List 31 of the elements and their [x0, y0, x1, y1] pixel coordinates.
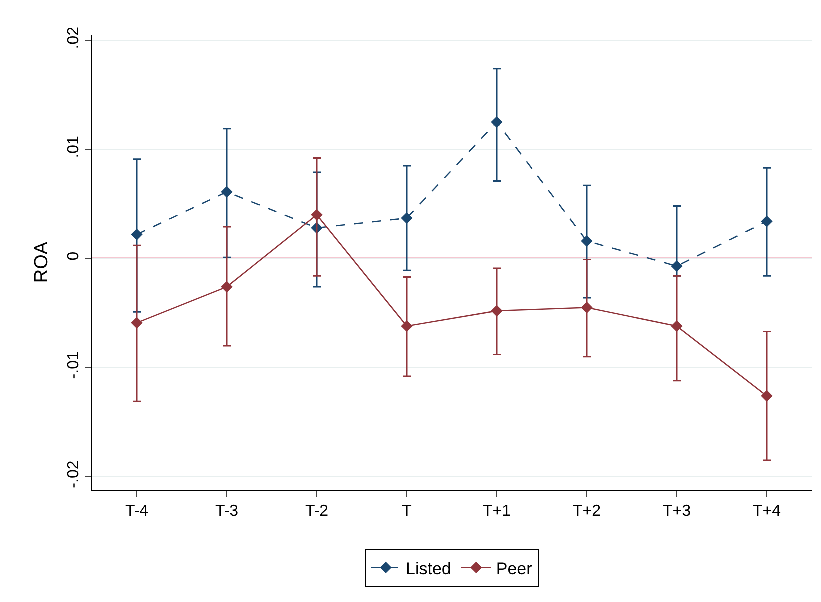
point — [401, 212, 413, 224]
point — [131, 317, 143, 329]
point — [671, 260, 683, 272]
point — [131, 228, 143, 241]
x-tick-label: T-2 — [305, 503, 329, 520]
x-tick-label: T+4 — [752, 503, 782, 520]
point — [311, 209, 323, 221]
y-tick-label: .02 — [66, 26, 83, 50]
point — [401, 320, 413, 332]
x-tick-label: T+2 — [572, 503, 602, 520]
legend-label: Listed — [406, 559, 452, 578]
x-tick-label: T+3 — [662, 503, 692, 520]
point — [221, 186, 233, 198]
point — [221, 281, 233, 293]
point — [491, 116, 503, 128]
point — [761, 390, 773, 402]
point — [581, 235, 593, 248]
y-axis-title: ROA — [31, 242, 52, 284]
x-tick-label: T+1 — [482, 503, 512, 520]
legend-label: Peer — [496, 559, 533, 578]
x-tick-label: T — [402, 503, 412, 520]
y-tick-label: .01 — [66, 136, 83, 158]
y-tick-label: -.01 — [66, 352, 83, 380]
y-tick-label: -.02 — [66, 460, 83, 488]
point — [581, 302, 593, 314]
point — [491, 305, 503, 317]
x-tick-label: T-3 — [215, 503, 239, 520]
y-tick-label: 0 — [66, 252, 83, 261]
point — [761, 216, 773, 228]
point — [671, 320, 683, 332]
x-tick-label: T-4 — [125, 503, 149, 520]
